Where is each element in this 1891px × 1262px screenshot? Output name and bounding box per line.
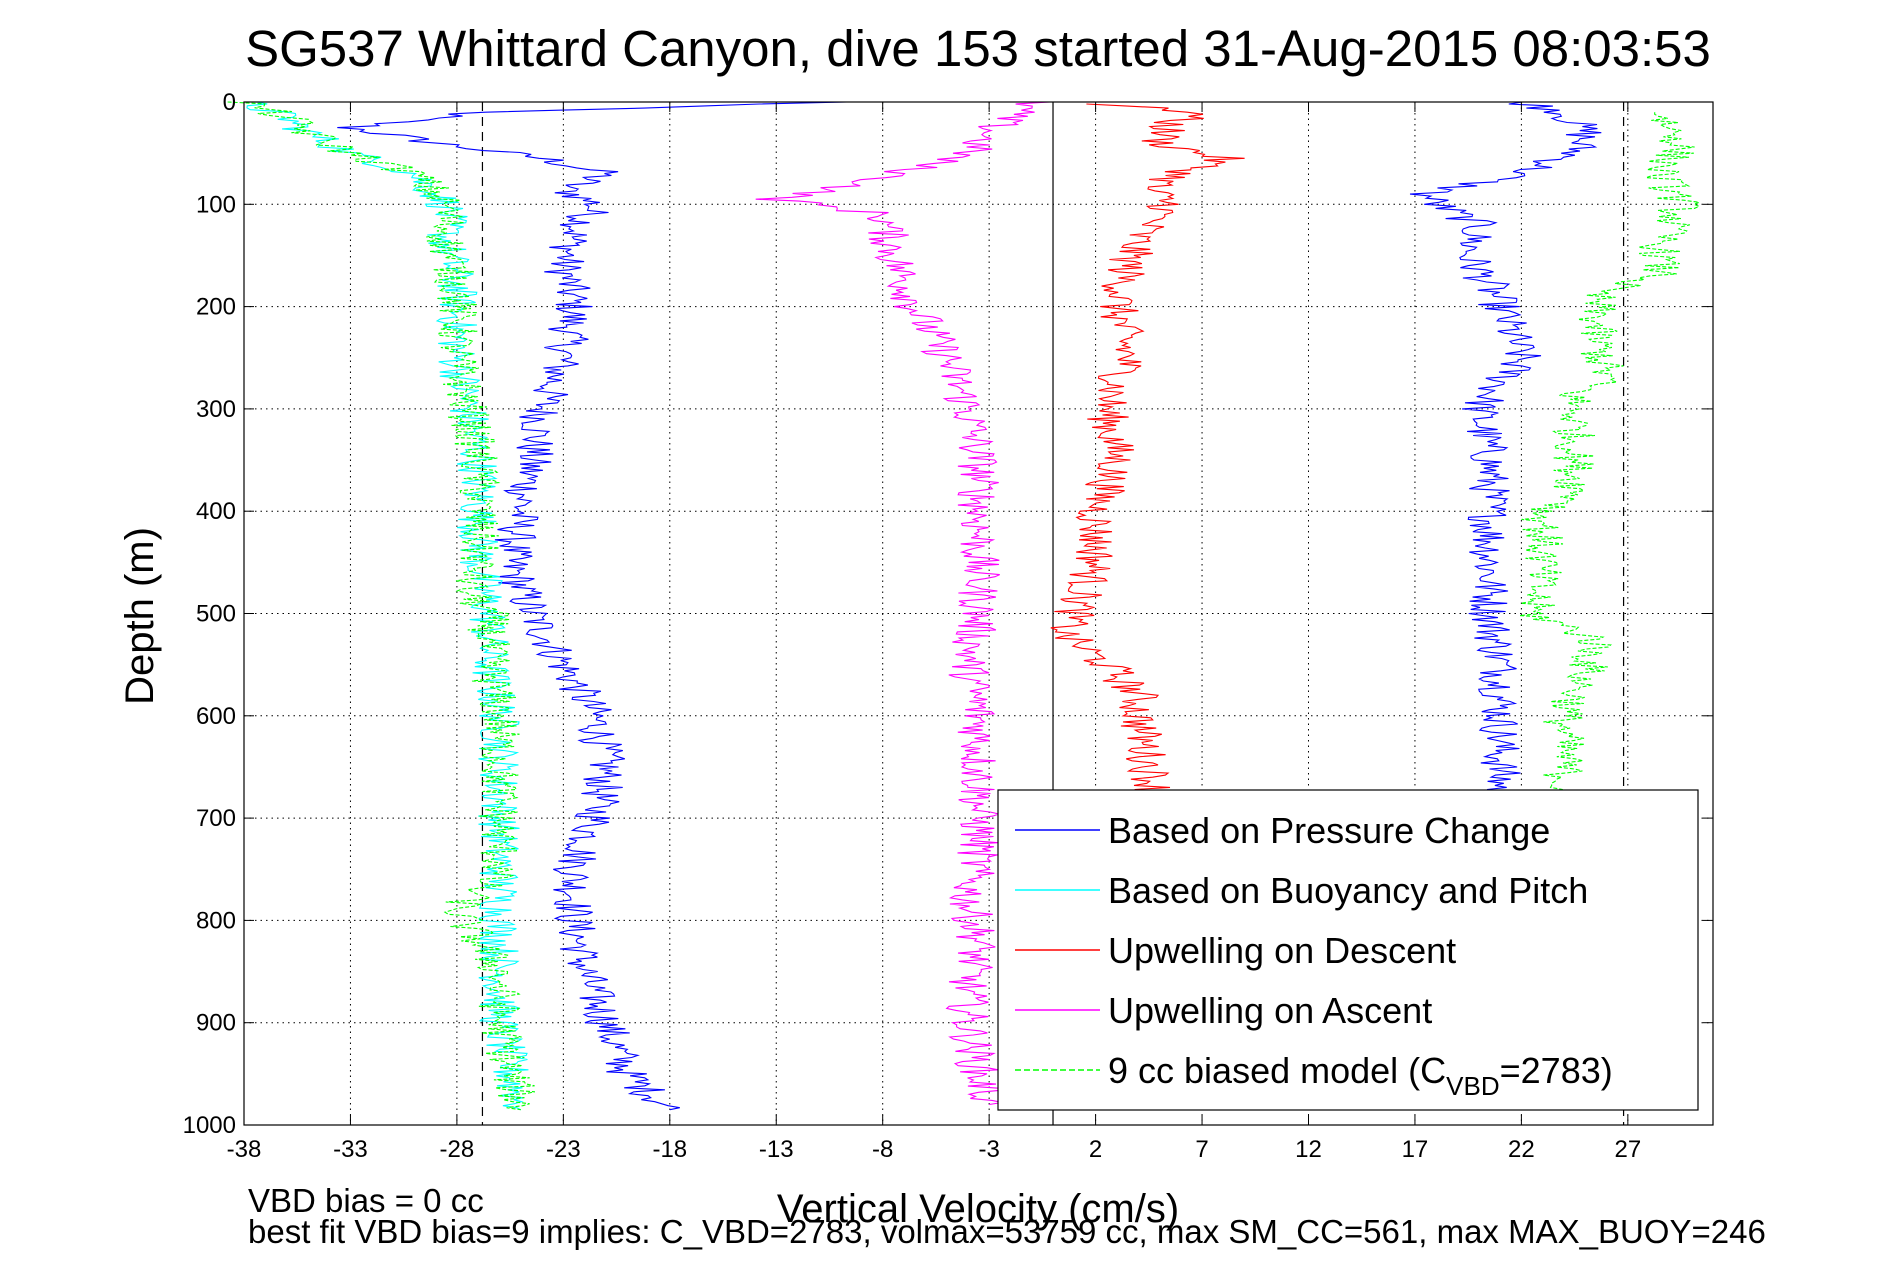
legend-label: Upwelling on Ascent [1108,990,1432,1031]
series-line-4 [755,101,1051,1106]
series-line-0 [337,101,847,1111]
y-tick-label: 400 [196,498,236,525]
legend-label: Based on Pressure Change [1108,810,1550,851]
y-tick-label: 600 [196,703,236,730]
x-tick-label: -18 [652,1136,687,1163]
y-axis-label: Depth (m) [118,527,162,705]
x-tick-label: -3 [978,1136,999,1163]
x-tick-label: 7 [1195,1136,1208,1163]
x-tick-label: -8 [872,1136,893,1163]
y-tick-label: 500 [196,601,236,628]
x-tick-label: 17 [1402,1136,1429,1163]
legend-label: Based on Buoyancy and Pitch [1108,870,1588,911]
series-line-3 [1050,103,1245,809]
y-tick-label: 800 [196,907,236,934]
x-tick-label: -13 [759,1136,794,1163]
series-line-6 [1519,112,1702,799]
series-line-2 [246,101,529,1111]
legend-label: Upwelling on Descent [1108,930,1456,971]
series-line-5 [227,101,536,1111]
legend: Based on Pressure Change Based on Buoyanc… [997,789,1699,1111]
x-tick-label: -23 [546,1136,581,1163]
y-tick-label: 300 [196,396,236,423]
y-tick-label: 0 [223,89,236,116]
best-fit-note: best fit VBD bias=9 implies: C_VBD=2783,… [248,1213,1766,1250]
x-axis-ticks: -38 -33 -28 -23 -18 -13 -8 -3 2 7 12 17 22 27 [227,102,1641,1163]
series-lines [227,101,1702,1111]
y-tick-label: 700 [196,805,236,832]
y-tick-label: 1000 [183,1112,236,1139]
legend-box [997,789,1699,1111]
y-tick-label: 900 [196,1010,236,1037]
y-tick-label: 200 [196,294,236,321]
x-tick-label: 12 [1295,1136,1322,1163]
x-tick-label: 2 [1089,1136,1102,1163]
chart-title: SG537 Whittard Canyon, dive 153 started … [245,20,1711,77]
y-axis-ticks: 0 100 200 300 400 500 600 700 800 900 1000 [183,89,1713,1139]
x-axis-label: Vertical Velocity (cm/s) [777,1187,1179,1231]
y-tick-label: 100 [196,191,236,218]
x-tick-label: 22 [1508,1136,1535,1163]
x-tick-label: -38 [227,1136,262,1163]
x-tick-label: -28 [440,1136,475,1163]
x-tick-label: 27 [1614,1136,1641,1163]
series-line-1 [1409,101,1602,809]
x-tick-label: -33 [333,1136,368,1163]
vbd-bias-note: VBD bias = 0 cc [248,1182,484,1219]
